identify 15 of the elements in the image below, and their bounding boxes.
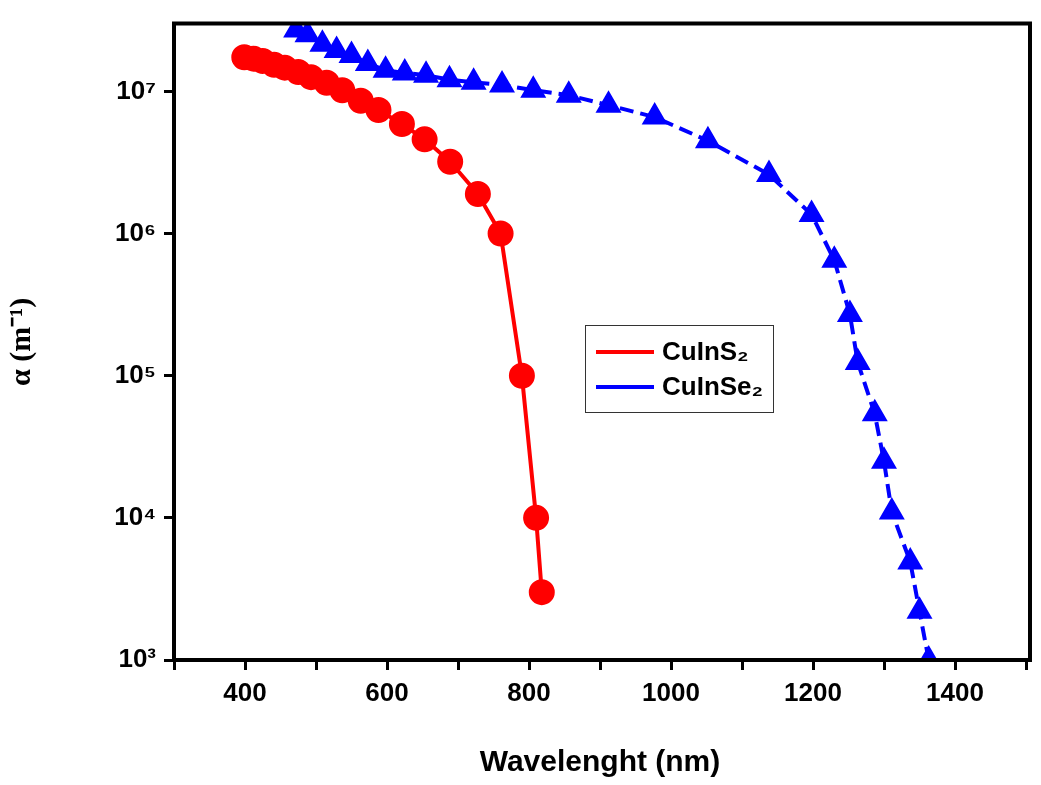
x-tick-label: 1000	[642, 676, 700, 707]
y-axis-title: α (m⁻¹)	[2, 297, 37, 386]
y-tick-label: 10⁵	[114, 358, 156, 389]
x-tick-label: 1400	[926, 676, 984, 707]
x-tick-label: 600	[365, 676, 409, 707]
y-tick-label: 10⁴	[114, 501, 156, 532]
y-tick-label: 10³	[118, 643, 157, 674]
x-axis-title: Wavelenght (nm)	[479, 744, 721, 778]
y-tick-label: 10⁶	[115, 216, 156, 247]
legend-label: CuInS₂	[662, 336, 749, 367]
y-tick-label: 10⁷	[116, 74, 156, 105]
x-tick-label: 1200	[784, 676, 842, 707]
x-tick-label: 800	[507, 676, 551, 707]
legend-label: CuInSe₂	[662, 371, 764, 402]
x-tick-label: 400	[223, 676, 267, 707]
